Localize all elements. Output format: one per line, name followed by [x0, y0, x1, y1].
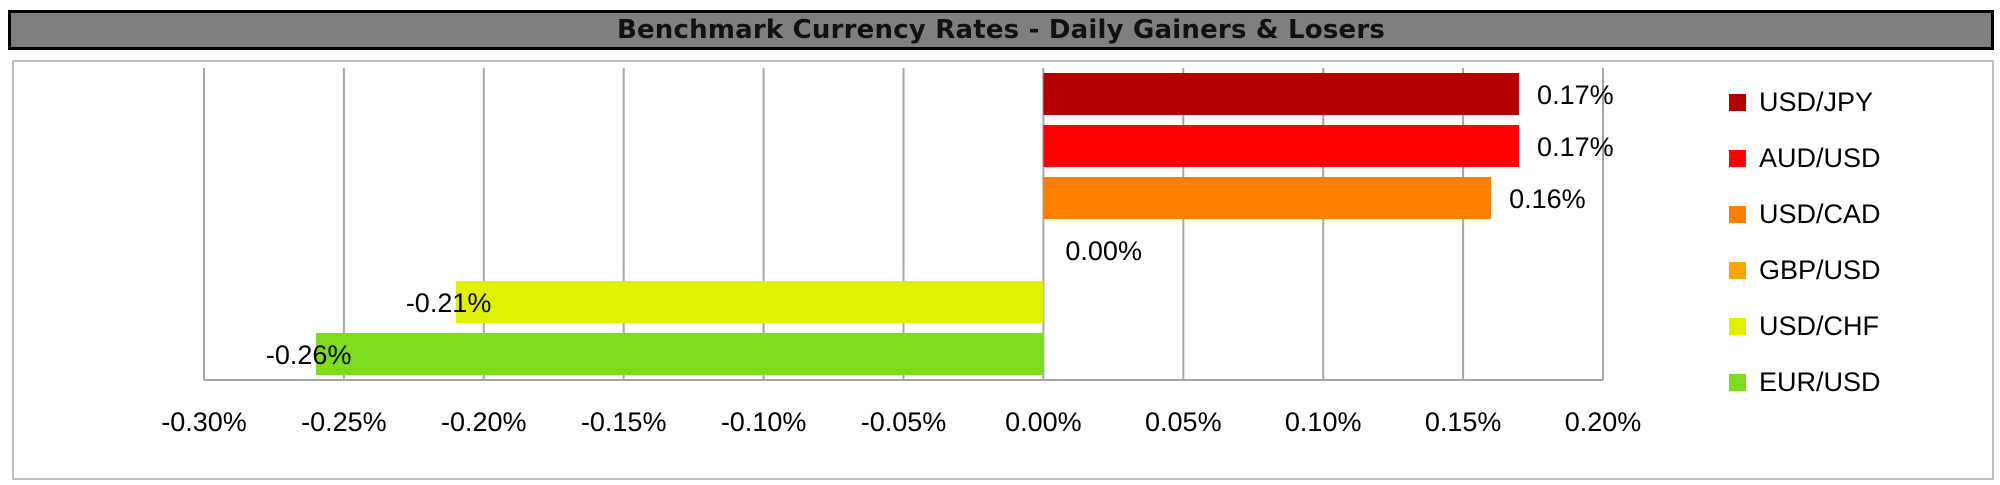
legend-label: AUD/USD: [1759, 143, 1881, 173]
legend-swatch: [1729, 206, 1746, 223]
x-tick-label: 0.20%: [1565, 407, 1642, 437]
data-label: 0.16%: [1509, 184, 1586, 214]
bar-eur-usd: [315, 333, 1044, 375]
data-label: 0.00%: [1065, 236, 1142, 266]
legend: USD/JPY AUD/USD USD/CAD GBP/USD USD/CHF EUR/U…: [1729, 87, 1881, 397]
bar-aud-usd: [1043, 125, 1520, 167]
legend-swatch: [1729, 374, 1746, 391]
legend-swatch: [1729, 94, 1746, 111]
legend-swatch: [1729, 318, 1746, 335]
legend-swatch: [1729, 262, 1746, 279]
legend-swatch: [1729, 150, 1746, 167]
chart-title-bar: Benchmark Currency Rates - Daily Gainers…: [8, 10, 1994, 50]
x-tick-label: 0.15%: [1425, 407, 1502, 437]
legend-label: USD/CHF: [1759, 311, 1879, 341]
bar-chart: -0.30% -0.25% -0.20% -0.15% -0.10% -0.05% 0.00…: [161, 68, 1881, 437]
legend-label: USD/CAD: [1759, 199, 1881, 229]
data-label: 0.17%: [1537, 80, 1614, 110]
x-axis-ticks: -0.30% -0.25% -0.20% -0.15% -0.10% -0.05% 0.00…: [161, 407, 1641, 437]
x-tick-label: -0.30%: [161, 407, 247, 437]
x-tick-label: -0.10%: [721, 407, 807, 437]
x-tick-label: 0.10%: [1285, 407, 1362, 437]
bar-usd-cad: [1043, 177, 1492, 219]
legend-label: USD/JPY: [1759, 87, 1873, 117]
data-label: -0.21%: [406, 288, 492, 318]
x-tick-label: -0.25%: [301, 407, 387, 437]
x-tick-label: -0.20%: [441, 407, 527, 437]
x-tick-label: 0.05%: [1145, 407, 1222, 437]
legend-label: EUR/USD: [1759, 367, 1881, 397]
bar-usd-chf: [455, 281, 1044, 323]
x-tick-label: -0.15%: [581, 407, 667, 437]
data-label: 0.17%: [1537, 132, 1614, 162]
legend-label: GBP/USD: [1759, 255, 1881, 285]
data-labels: 0.17% 0.17% 0.16% 0.00% -0.21% -0.26%: [266, 80, 1614, 370]
chart-frame: -0.30% -0.25% -0.20% -0.15% -0.10% -0.05% 0.00…: [12, 60, 1994, 480]
x-tick-label: 0.00%: [1005, 407, 1082, 437]
bars: [315, 73, 1520, 375]
x-tick-label: -0.05%: [861, 407, 947, 437]
chart-title: Benchmark Currency Rates - Daily Gainers…: [616, 15, 1386, 45]
bar-usd-jpy: [1043, 73, 1520, 115]
data-label: -0.26%: [266, 340, 352, 370]
gridlines: [203, 68, 1604, 381]
